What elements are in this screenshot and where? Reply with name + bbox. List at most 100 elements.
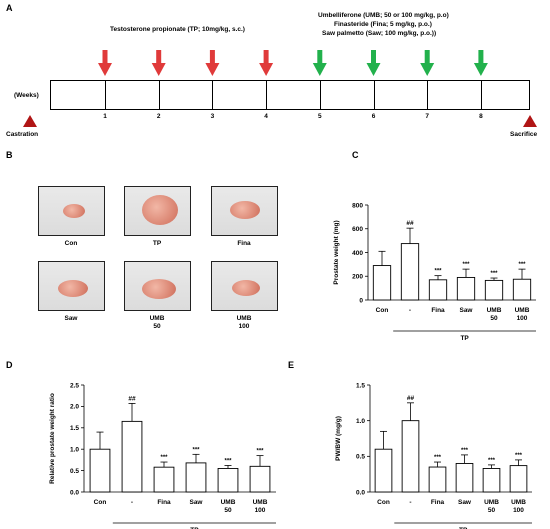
- bar: [512, 278, 532, 301]
- photo-label: Con: [41, 240, 101, 248]
- tp-label: Testosterone propionate (TP; 10mg/kg, s.…: [110, 26, 245, 33]
- category-label: UMB: [511, 499, 526, 506]
- photo-grid: Con TP Fina Saw UMB 50 UMB 100: [0, 150, 340, 360]
- y-tick-label: 400: [352, 250, 363, 257]
- category-label: Con: [94, 499, 107, 506]
- y-tick-label: 2.5: [70, 382, 79, 389]
- week-number: 2: [156, 113, 161, 120]
- arrow-shaft: [209, 50, 215, 65]
- bar: [428, 466, 447, 493]
- category-label: 100: [513, 507, 524, 514]
- y-tick-label: 0.5: [356, 454, 365, 461]
- bar: [249, 465, 271, 493]
- photo-label: Saw: [41, 315, 101, 323]
- bar: [400, 243, 420, 301]
- photo-label-line: UMB: [236, 315, 252, 322]
- y-tick-label: 1.5: [356, 382, 365, 389]
- sacrifice-triangle: [523, 115, 537, 127]
- y-tick-label: 1.0: [70, 447, 79, 454]
- arrow-shaft: [424, 50, 430, 65]
- castration-label: Castration: [6, 131, 39, 138]
- week-tick: [373, 80, 375, 110]
- arrow-shaft: [263, 50, 269, 65]
- treatment-arrow: [473, 63, 488, 76]
- photo-label-line: Saw: [64, 315, 78, 322]
- photo-label: Fina: [214, 240, 274, 248]
- castration-triangle: [23, 115, 37, 127]
- photo-tp: [124, 186, 191, 236]
- photo-label: UMB 100: [214, 315, 274, 331]
- photo-label-line: 50: [153, 323, 161, 330]
- week-number: 3: [210, 113, 215, 120]
- bar: [372, 265, 392, 301]
- bar: [153, 466, 175, 493]
- group-label: TP: [459, 527, 468, 529]
- chart-e: 0.0 0.5 1.0 1.5 PW/BW (mg/g) Con ## - *** Fina ***…: [335, 382, 532, 529]
- y-tick-label: 2.0: [70, 404, 79, 411]
- photo-label-line: TP: [152, 240, 162, 247]
- category-label: -: [409, 307, 411, 314]
- category-label: -: [409, 499, 411, 506]
- significance-label: ***: [462, 262, 470, 268]
- chart-d: 0.0 0.5 1.0 1.5 2.0 2.5 Relative prostate weig…: [49, 382, 276, 529]
- category-label: 50: [490, 315, 498, 322]
- panel-label-c: C: [352, 150, 359, 160]
- category-label: 50: [488, 507, 496, 514]
- week-number: 1: [103, 113, 107, 120]
- photo-con: [38, 186, 105, 236]
- treatment-label-umb: Umbelliferone (UMB; 50 or 100 mg/kg, p.o…: [318, 12, 449, 19]
- bar: [456, 276, 476, 301]
- bar: [482, 468, 501, 493]
- category-label: 100: [517, 315, 528, 322]
- significance-label: ##: [407, 395, 415, 402]
- week-tick: [480, 80, 482, 110]
- category-label: UMB: [484, 499, 499, 506]
- y-tick-label: 800: [352, 202, 363, 209]
- significance-label: ***: [434, 455, 442, 461]
- bar: [455, 463, 474, 493]
- week-tick: [319, 80, 321, 110]
- panel-label-b: B: [6, 150, 13, 160]
- significance-label: ***: [192, 447, 200, 453]
- timeline-markers: [23, 50, 537, 127]
- bar: [401, 420, 420, 493]
- week-number: 6: [371, 113, 376, 120]
- panel-label-e: E: [288, 360, 295, 370]
- photo-label: UMB 50: [127, 315, 187, 331]
- tp-arrow: [205, 63, 220, 76]
- significance-label: ***: [461, 448, 469, 454]
- significance-label: ***: [224, 458, 232, 464]
- chart-c: 0 200 400 600 800 Prostate weight (mg) Con ## - *…: [333, 202, 536, 342]
- week-tick: [212, 80, 214, 110]
- photo-label: TP: [127, 240, 187, 248]
- y-tick-label: 600: [352, 226, 363, 233]
- arrow-shaft: [317, 50, 323, 65]
- category-label: UMB: [221, 499, 236, 506]
- category-label: UMB: [253, 499, 268, 506]
- treatment-label-saw: Saw palmetto (Saw; 100 mg/kg, p.o.)): [322, 30, 437, 37]
- category-label: Con: [376, 307, 389, 314]
- y-tick-label: 0: [359, 297, 363, 304]
- y-tick-label: 0.0: [356, 489, 365, 496]
- y-axis-label: Prostate weight (mg): [333, 220, 340, 284]
- timeline-box: [50, 80, 530, 110]
- group-label: TP: [460, 335, 469, 342]
- photo-saw: [38, 261, 105, 311]
- arrow-shaft: [156, 50, 162, 65]
- category-label: UMB: [487, 307, 502, 314]
- category-label: Fina: [431, 499, 445, 506]
- panel-label-a: A: [6, 3, 13, 13]
- arrow-shaft: [102, 50, 108, 65]
- bar: [185, 462, 207, 493]
- week-tick: [158, 80, 160, 110]
- y-tick-label: 0.5: [70, 468, 79, 475]
- photo-fina: [211, 186, 278, 236]
- y-tick-label: 1.5: [70, 425, 79, 432]
- bar: [484, 279, 504, 301]
- week-number: 7: [425, 113, 429, 120]
- bar: [89, 448, 111, 493]
- category-label: Fina: [431, 307, 445, 314]
- significance-label: ***: [490, 271, 498, 277]
- category-label: UMB: [515, 307, 530, 314]
